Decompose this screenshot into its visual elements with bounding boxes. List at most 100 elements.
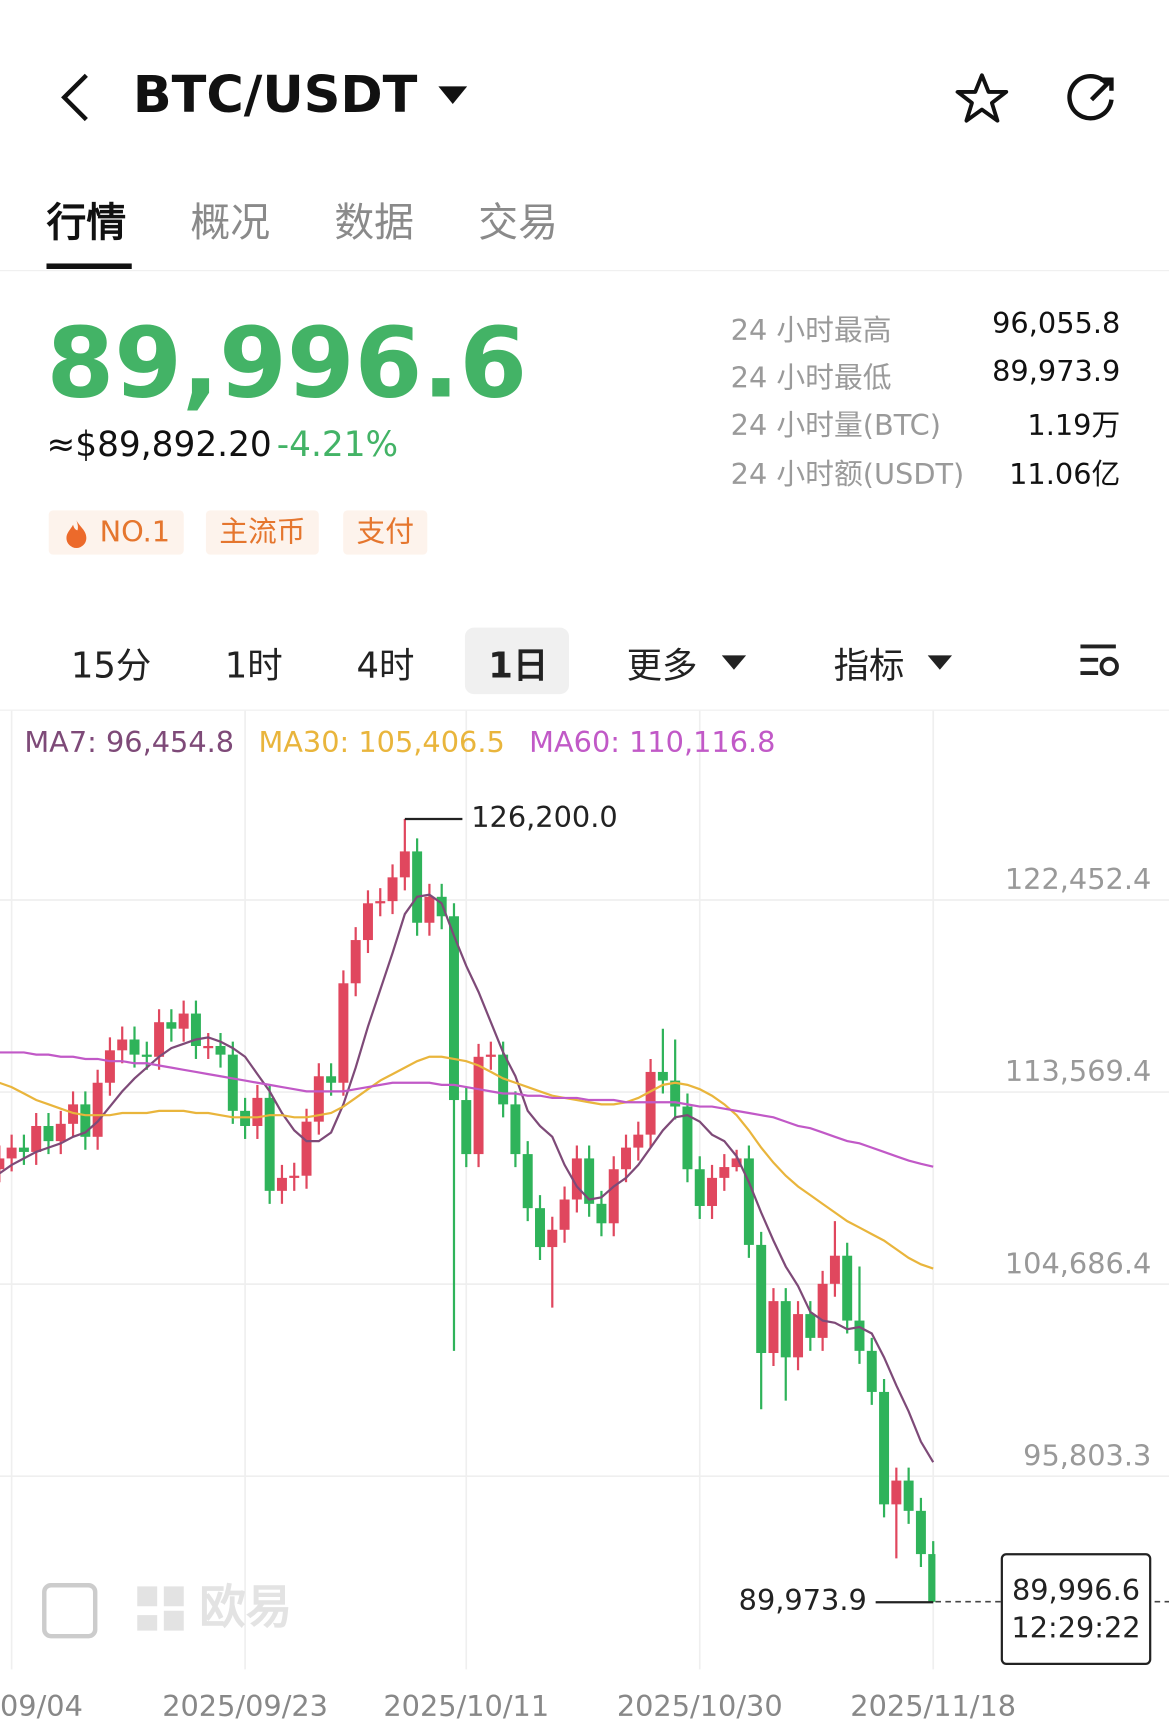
candle-body (203, 1045, 214, 1049)
candle-body (190, 1013, 201, 1046)
candle-body (743, 1158, 754, 1245)
candle-body (166, 1022, 177, 1029)
candle-body (793, 1314, 804, 1358)
candle-body (731, 1158, 742, 1168)
x-tick-label: 2025/10/30 (617, 1689, 783, 1723)
candle-body (117, 1039, 128, 1051)
candle-body (43, 1125, 54, 1142)
back-button[interactable] (53, 71, 97, 124)
candle-body (485, 1054, 496, 1057)
candle-body (178, 1013, 189, 1029)
candle-body (276, 1177, 287, 1191)
candle-body (350, 940, 361, 984)
candle-body (92, 1082, 103, 1137)
favorite-button[interactable] (954, 71, 1009, 126)
candle-body (879, 1391, 890, 1505)
interval[interactable]: 4时 (356, 644, 415, 687)
stat-label: 24 小时额(USDT) (730, 458, 965, 492)
price-usd: ≈$89,892.20 (46, 425, 272, 465)
interval[interactable]: 15分 (70, 644, 152, 687)
dropdown-arrow (721, 655, 747, 670)
interval-selected-bg (464, 627, 570, 695)
candle-body (891, 1480, 902, 1505)
tab[interactable]: 交易 (478, 200, 558, 246)
candle-body (252, 1097, 263, 1126)
candle-body (547, 1229, 558, 1248)
candle-body (80, 1104, 91, 1137)
ma-line (0, 893, 935, 1463)
x-tick-label: 2025/11/18 (850, 1689, 1016, 1723)
watermark: 欧易 (199, 1580, 292, 1634)
stat-label: 24 小时量(BTC) (730, 409, 941, 443)
fullscreen-button[interactable] (42, 1583, 98, 1639)
candle-body (719, 1167, 730, 1178)
tag[interactable]: 主流币 (205, 510, 319, 555)
candle-body (301, 1121, 312, 1176)
candle-body (264, 1097, 275, 1191)
candle-body (141, 1054, 152, 1057)
stat-value: 89,973.9 (992, 355, 1121, 389)
candle-body (682, 1106, 693, 1170)
candle-body (866, 1350, 877, 1392)
candle-body (854, 1320, 865, 1351)
x-tick-label: 2025/10/11 (383, 1689, 549, 1723)
legend-entry: MA60: 110,116.8 (529, 725, 775, 759)
tag[interactable]: 支付 (343, 510, 428, 555)
candle-body (55, 1123, 66, 1142)
candle-body (510, 1104, 521, 1155)
tab[interactable]: 数据 (334, 200, 415, 246)
pair-dropdown[interactable] (438, 84, 468, 106)
pair-title[interactable]: BTC/USDT (132, 64, 418, 124)
indicator-menu[interactable]: 指标 (833, 644, 905, 687)
candle-body (375, 901, 386, 904)
divider (0, 709, 1169, 711)
candle-body (903, 1480, 914, 1511)
candle-body (399, 851, 410, 878)
candle-body (326, 1076, 337, 1083)
x-tick-label: 09/04 (0, 1689, 83, 1723)
candle-body (18, 1147, 29, 1152)
share-button[interactable] (1063, 71, 1121, 129)
y-tick-label: 104,686.4 (1005, 1246, 1151, 1280)
candle-body (31, 1125, 42, 1152)
high-marker-label: 126,200.0 (471, 800, 617, 834)
last-price: 89,996.6 (46, 305, 528, 420)
candle-body (424, 896, 435, 923)
candle-body (461, 1100, 472, 1155)
candle-body (780, 1301, 791, 1358)
candle-body (657, 1071, 668, 1081)
interval[interactable]: 1日 (488, 644, 549, 687)
tab[interactable]: 行情 (46, 200, 127, 246)
candle-body (104, 1050, 115, 1083)
legend-entry: MA30: 105,406.5 (258, 725, 504, 759)
y-tick-label: 113,569.4 (1005, 1054, 1151, 1088)
candle-body (571, 1158, 582, 1200)
candle-body (707, 1177, 718, 1206)
candle-body (596, 1203, 607, 1224)
stat-label: 24 小时最高 (730, 314, 892, 348)
candle-body (817, 1283, 828, 1338)
candle-body (154, 1022, 165, 1057)
last-price-time: 12:29:22 (1011, 1611, 1140, 1645)
candle-body (559, 1199, 570, 1230)
candle-body (289, 1175, 300, 1178)
candle-body (240, 1110, 251, 1126)
candle-body (362, 903, 373, 941)
x-tick-label: 2025/09/23 (162, 1689, 328, 1723)
candle-body (522, 1154, 533, 1209)
candle-body (227, 1054, 238, 1111)
interval[interactable]: 1时 (224, 644, 283, 687)
last-price-label: 89,996.6 (1012, 1573, 1140, 1607)
low-marker-label: 89,973.9 (739, 1583, 867, 1617)
chart-settings[interactable] (1078, 642, 1122, 680)
interval-more[interactable]: 更多 (626, 644, 698, 687)
candle-body (756, 1244, 767, 1354)
tab-indicator (46, 263, 132, 270)
candle-body (842, 1255, 853, 1321)
tab[interactable]: 概况 (190, 200, 271, 246)
stat-label: 24 小时最低 (730, 361, 892, 396)
candle-body (313, 1076, 324, 1122)
candle-body (633, 1134, 644, 1148)
